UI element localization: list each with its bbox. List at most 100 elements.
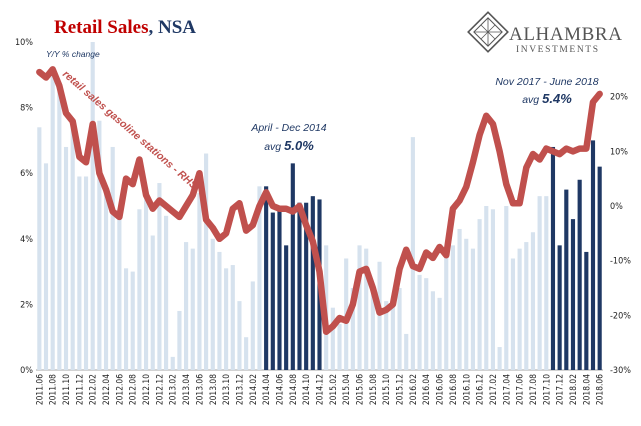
bar-2012.10 [144, 199, 149, 370]
bar-2016.01 [404, 333, 409, 370]
bar-2012.05 [110, 146, 115, 370]
bar-2013.02 [170, 356, 175, 370]
bar-2011.06 [37, 127, 42, 370]
bar-2014.02 [250, 281, 255, 370]
bar-2017.07 [524, 242, 529, 370]
period2-label: Nov 2017 - June 2018 [495, 76, 598, 88]
bar-2017.04 [504, 206, 509, 370]
bar-2012.07 [123, 268, 129, 370]
period1-avg-value: 5.0% [284, 138, 314, 153]
bar-2012.11 [150, 235, 155, 370]
bar-2017.02 [490, 209, 496, 370]
bar-2012.08 [130, 271, 135, 370]
bar-2017.09 [537, 196, 542, 370]
bar-2012.06 [117, 209, 122, 370]
bar-2013.06 [197, 192, 202, 370]
bar-2014.05 [270, 212, 275, 370]
bar-2013.12 [237, 301, 242, 370]
bar-2013.08 [210, 238, 215, 370]
bar-2017.03 [497, 347, 502, 370]
bar-2016.11 [470, 248, 475, 370]
x-tick-label: 2016.08 [448, 374, 458, 405]
x-tick-label: 2014.06 [275, 374, 285, 405]
gasoline-sales-line [36, 66, 603, 335]
bar-2016.07 [444, 251, 449, 370]
left-tick-label: 0% [20, 366, 33, 376]
x-axis-ticks: 2011.06 2011.08 2011.10 2011.12 2012.02 2012.… [34, 374, 604, 405]
bar-2014.10 [304, 202, 309, 370]
right-tick-label: -20% [610, 311, 631, 321]
x-tick-label: 2016.06 [435, 374, 445, 405]
bar-2012.03 [97, 120, 102, 370]
bar-2017.08 [530, 232, 536, 370]
bar-2012.09 [137, 209, 142, 370]
x-tick-label: 2018.04 [581, 374, 591, 405]
gasoline-line-layer [36, 66, 603, 335]
bar-2015.02 [330, 307, 335, 370]
alhambra-logo: ALHAMBRA INVESTMENTS [467, 11, 622, 55]
x-tick-label: 2014.08 [288, 374, 298, 405]
bar-2011.09 [57, 91, 62, 370]
x-tick-label: 2012.02 [88, 374, 98, 405]
bar-2015.12 [397, 288, 402, 370]
left-axis-label: Y/Y % change [46, 49, 100, 59]
bar-2016.09 [457, 228, 462, 370]
x-tick-label: 2015.10 [381, 374, 391, 405]
x-tick-label: 2015.02 [328, 374, 338, 405]
bar-2017.06 [517, 248, 522, 370]
x-tick-label: 2014.10 [301, 374, 311, 405]
x-tick-label: 2015.12 [395, 374, 405, 405]
right-tick-label: 10% [610, 147, 628, 157]
x-tick-label: 2012.08 [128, 374, 138, 405]
bar-2014.08 [290, 163, 295, 370]
bar-2017.11 [550, 146, 556, 370]
bar-2013.04 [184, 242, 189, 370]
period2-avg-value: 5.4% [542, 91, 572, 106]
left-tick-label: 10% [15, 38, 33, 48]
bar-2012.12 [157, 183, 162, 370]
bar-2016.06 [437, 297, 442, 370]
bar-2015.07 [364, 248, 369, 370]
bar-2013.03 [177, 310, 182, 370]
bars-layer [37, 42, 602, 371]
bar-2016.04 [424, 278, 429, 370]
left-tick-label: 4% [20, 235, 33, 245]
period2-avg-prefix: avg [522, 94, 539, 106]
bar-2016.08 [450, 245, 455, 370]
bar-2011.08 [50, 74, 55, 371]
x-tick-label: 2014.12 [315, 374, 325, 405]
bar-2014.03 [257, 186, 262, 370]
bar-2013.01 [164, 215, 169, 370]
bar-2014.01 [244, 337, 249, 370]
bar-2011.10 [63, 146, 69, 370]
bar-2018.03 [577, 179, 582, 370]
bar-2014.04 [264, 186, 269, 370]
bar-2016.03 [417, 274, 422, 370]
right-tick-label: 20% [610, 93, 628, 103]
bar-2015.08 [370, 284, 375, 370]
x-tick-label: 2017.10 [541, 374, 551, 405]
x-tick-label: 2012.04 [101, 374, 111, 405]
bar-2011.07 [43, 163, 49, 370]
x-tick-label: 2013.06 [194, 374, 204, 405]
left-tick-label: 8% [20, 104, 33, 114]
bar-2014.06 [277, 209, 282, 370]
bar-2013.10 [224, 268, 229, 370]
bar-2015.09 [377, 261, 382, 370]
bar-2018.01 [564, 189, 569, 370]
bar-2017.10 [544, 196, 549, 370]
bar-2015.03 [337, 324, 342, 370]
bar-2016.12 [477, 219, 482, 370]
chart-title: Retail Sales, NSA [54, 17, 196, 38]
bar-2017.05 [510, 258, 516, 370]
x-tick-label: 2015.06 [355, 374, 365, 405]
x-tick-label: 2018.06 [595, 374, 605, 405]
x-tick-label: 2013.04 [181, 374, 191, 405]
x-tick-label: 2016.04 [421, 374, 431, 405]
bar-2013.05 [190, 248, 195, 370]
right-tick-label: -10% [610, 257, 631, 267]
logo-sub: INVESTMENTS [516, 45, 600, 55]
bar-2017.12 [557, 245, 562, 370]
x-tick-label: 2013.02 [168, 374, 178, 405]
bar-2015.11 [390, 301, 395, 370]
